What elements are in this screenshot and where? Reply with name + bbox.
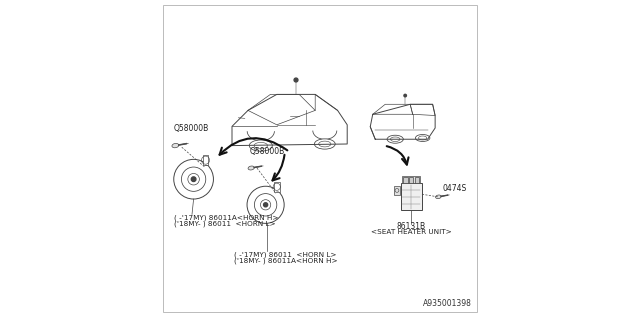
Circle shape [404, 94, 406, 97]
Bar [203, 155, 209, 165]
Circle shape [294, 78, 298, 82]
Bar [403, 177, 408, 182]
Ellipse shape [436, 195, 441, 199]
Ellipse shape [390, 137, 400, 141]
Ellipse shape [314, 139, 335, 149]
Text: Q58000B: Q58000B [174, 124, 209, 133]
Bar [415, 177, 419, 182]
Ellipse shape [172, 143, 179, 148]
Text: <SEAT HEATER UNIT>: <SEAT HEATER UNIT> [371, 229, 452, 235]
Ellipse shape [254, 142, 268, 149]
Bar [401, 183, 422, 211]
Text: Q58000B: Q58000B [250, 147, 285, 156]
Ellipse shape [415, 134, 430, 141]
Bar [409, 177, 413, 182]
Text: 86131B: 86131B [397, 222, 426, 231]
Ellipse shape [248, 166, 254, 170]
Text: A935001398: A935001398 [423, 299, 472, 308]
Bar [274, 182, 280, 192]
Circle shape [191, 177, 196, 181]
Text: ( -'17MY) 86011A<HORN H>: ( -'17MY) 86011A<HORN H> [174, 215, 279, 221]
Circle shape [264, 203, 268, 207]
Text: ( -'17MY) 86011  <HORN L>: ( -'17MY) 86011 <HORN L> [234, 252, 336, 258]
Bar [403, 176, 420, 183]
Ellipse shape [319, 141, 331, 147]
Text: 0474S: 0474S [442, 184, 467, 193]
Ellipse shape [387, 135, 403, 143]
Ellipse shape [419, 136, 427, 140]
Ellipse shape [249, 140, 272, 151]
Bar [394, 186, 400, 195]
Text: ('18MY- ) 86011  <HORN L>: ('18MY- ) 86011 <HORN L> [174, 221, 276, 227]
Text: ('18MY- ) 86011A<HORN H>: ('18MY- ) 86011A<HORN H> [234, 258, 337, 264]
